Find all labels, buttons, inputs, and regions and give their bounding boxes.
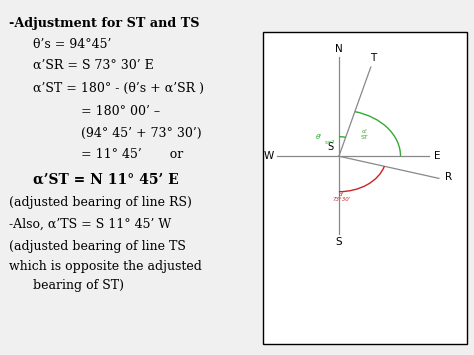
Text: θ’s = 94°45’: θ’s = 94°45’	[33, 38, 111, 51]
Text: θ': θ'	[316, 134, 322, 140]
Text: R: R	[445, 171, 452, 182]
Text: α'
ST: α' ST	[361, 130, 369, 140]
Text: S: S	[327, 142, 333, 152]
Text: α’ST = 180° - (θ’s + α’SR ): α’ST = 180° - (θ’s + α’SR )	[33, 82, 204, 95]
Text: E: E	[434, 151, 441, 161]
Text: = 11° 45’       or: = 11° 45’ or	[81, 148, 183, 161]
Text: (adjusted bearing of line RS): (adjusted bearing of line RS)	[9, 196, 192, 209]
Text: S: S	[336, 237, 342, 247]
Text: N: N	[335, 44, 343, 54]
Text: α'
73°30': α' 73°30'	[332, 192, 350, 202]
Text: s=?: s=?	[324, 140, 335, 145]
Text: = 180° 00’ –: = 180° 00’ –	[81, 105, 160, 118]
Text: -Adjustment for ST and TS: -Adjustment for ST and TS	[9, 17, 200, 29]
Text: (94° 45’ + 73° 30’): (94° 45’ + 73° 30’)	[81, 127, 201, 140]
Text: -Also, α’TS = S 11° 45’ W: -Also, α’TS = S 11° 45’ W	[9, 218, 172, 231]
Text: (adjusted bearing of line TS: (adjusted bearing of line TS	[9, 240, 186, 253]
Text: which is opposite the adjusted: which is opposite the adjusted	[9, 260, 202, 273]
Text: α’ST = N 11° 45’ E: α’ST = N 11° 45’ E	[33, 172, 179, 186]
Text: W: W	[264, 151, 274, 161]
Text: α’SR = S 73° 30’ E: α’SR = S 73° 30’ E	[33, 59, 154, 72]
Text: T: T	[370, 53, 376, 63]
Text: bearing of ST): bearing of ST)	[33, 279, 124, 292]
Bar	[263, 32, 467, 344]
